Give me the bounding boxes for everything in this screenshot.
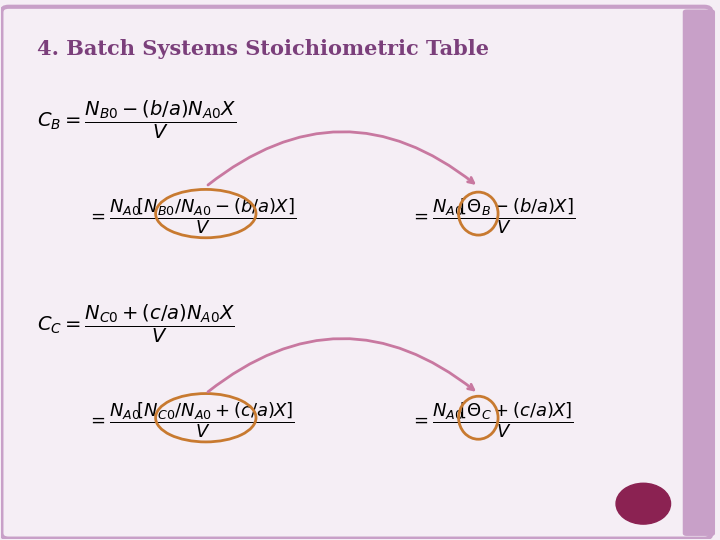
Text: $C_B = \dfrac{N_{B0} - (b/a)N_{A0}X}{V}$: $C_B = \dfrac{N_{B0} - (b/a)N_{A0}X}{V}$ [37,98,237,141]
Text: $= \dfrac{N_{A0}\!\left[N_{B0}/N_{A0} - (b/a)X\right]}{V}$: $= \dfrac{N_{A0}\!\left[N_{B0}/N_{A0} - … [87,197,297,236]
FancyBboxPatch shape [1,7,711,538]
Text: $= \dfrac{N_{A0}\!\left[N_{C0}/N_{A0} + (c/a)X\right]}{V}$: $= \dfrac{N_{A0}\!\left[N_{C0}/N_{A0} + … [87,401,295,440]
Text: $= \dfrac{N_{A0}\!\left[\Theta_C + (c/a)X\right]}{V}$: $= \dfrac{N_{A0}\!\left[\Theta_C + (c/a)… [410,401,574,440]
FancyBboxPatch shape [683,9,715,536]
Text: $C_C = \dfrac{N_{C0} + (c/a)N_{A0}X}{V}$: $C_C = \dfrac{N_{C0} + (c/a)N_{A0}X}{V}$ [37,302,235,345]
Text: $= \dfrac{N_{A0}\!\left[\Theta_B - (b/a)X\right]}{V}$: $= \dfrac{N_{A0}\!\left[\Theta_B - (b/a)… [410,197,575,236]
Circle shape [616,483,670,524]
Text: 4. Batch Systems Stoichiometric Table: 4. Batch Systems Stoichiometric Table [37,39,490,59]
